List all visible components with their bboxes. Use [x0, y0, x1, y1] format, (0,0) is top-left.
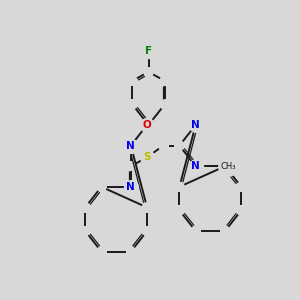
Text: N: N — [191, 161, 200, 171]
Text: F: F — [145, 46, 152, 56]
Text: S: S — [143, 152, 151, 162]
Text: O: O — [143, 120, 152, 130]
Text: N: N — [191, 120, 200, 130]
Text: N: N — [127, 141, 135, 151]
Text: CH₃: CH₃ — [220, 162, 236, 171]
Text: N: N — [127, 182, 135, 192]
